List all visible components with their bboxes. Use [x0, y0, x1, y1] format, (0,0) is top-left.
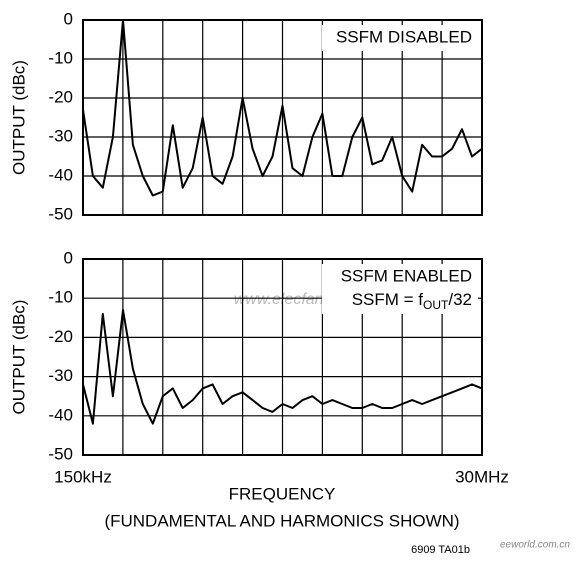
- y-tick-label: -40: [48, 405, 73, 424]
- plot-frame: [82, 258, 483, 456]
- y-tick-label: -20: [48, 87, 73, 106]
- annotation-part: SSFM = f: [352, 290, 424, 309]
- x-tick-label: 30MHz: [455, 467, 509, 486]
- x-tick-label: 150kHz: [54, 467, 112, 486]
- watermark: eeworld.com.cn: [500, 540, 570, 551]
- annotation-background: [322, 264, 478, 314]
- y-tick-label: -10: [48, 48, 73, 67]
- annotation: SSFM = fOUT/32: [352, 290, 472, 312]
- annotation-part: /32: [448, 290, 472, 309]
- y-tick-label: -40: [48, 165, 73, 184]
- y-tick-label: -50: [48, 444, 73, 463]
- y-axis-label: OUTPUT (dBc): [9, 60, 28, 175]
- y-tick-label: -10: [48, 288, 73, 307]
- x-axis-sublabel: (FUNDAMENTAL AND HARMONICS SHOWN): [104, 511, 459, 530]
- y-tick-label: -30: [48, 366, 73, 385]
- y-tick-label: 0: [64, 9, 73, 28]
- y-tick-label: -30: [48, 126, 73, 145]
- y-tick-label: 0: [64, 248, 73, 267]
- spectrum-line: [82, 19, 483, 197]
- figure-id: 6909 TA01b: [411, 544, 470, 556]
- y-tick-label: -20: [48, 327, 73, 346]
- annotation: SSFM DISABLED: [336, 27, 472, 46]
- annotation: SSFM ENABLED: [341, 266, 472, 285]
- annotation-subscript: OUT: [423, 298, 449, 312]
- y-axis-label: OUTPUT (dBc): [9, 300, 28, 415]
- x-axis-label: FREQUENCY: [229, 484, 336, 503]
- y-tick-label: -50: [48, 204, 73, 223]
- annotation-background: [322, 25, 478, 51]
- plot-frame: [82, 19, 483, 216]
- spectrum-line: [82, 309, 483, 425]
